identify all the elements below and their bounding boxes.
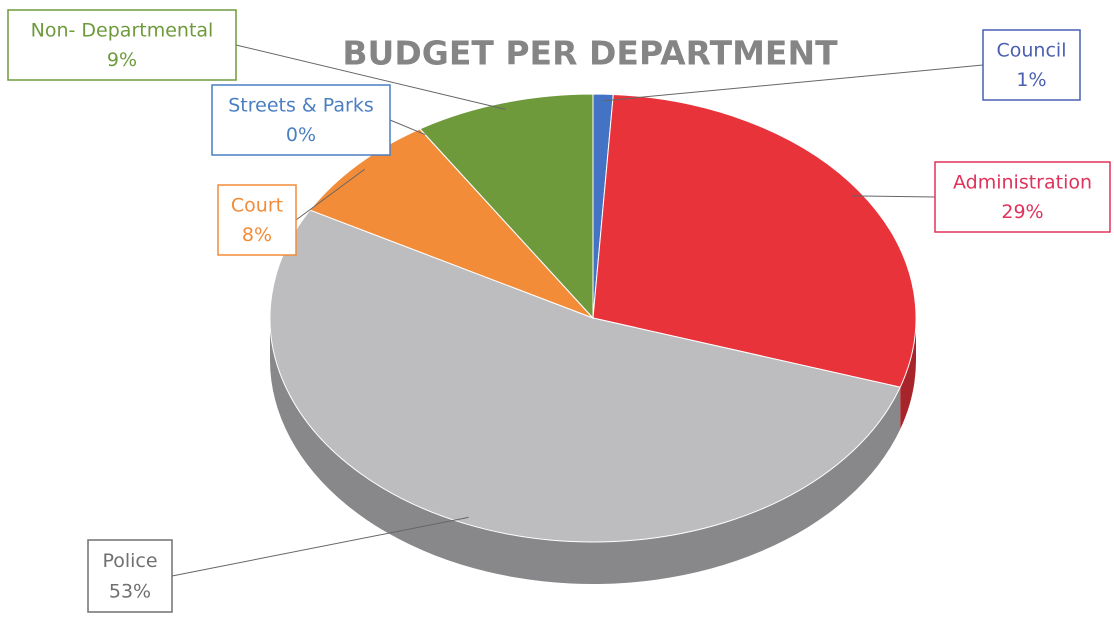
slice [309, 128, 594, 319]
slice-value-label: 1% [1016, 69, 1046, 91]
slice-label: Court [231, 195, 283, 217]
label-box [982, 29, 1081, 101]
label-box [211, 84, 391, 156]
slice [592, 93, 917, 388]
label-box [87, 539, 173, 613]
slice-value-label: 9% [107, 49, 137, 71]
label-box [934, 161, 1111, 233]
slice-value-label: 0% [286, 124, 316, 146]
leader-line [171, 516, 469, 577]
slice-label: Streets & Parks [228, 95, 374, 117]
slice-value-label: 29% [1001, 201, 1043, 223]
leader-line [295, 168, 365, 221]
leader-line [235, 44, 506, 110]
leader-line [389, 119, 426, 136]
label-box [7, 9, 237, 81]
slice-value-label: 53% [109, 580, 151, 602]
slice-value-label: 8% [242, 224, 272, 246]
slice [419, 93, 594, 320]
slice [269, 209, 901, 543]
slice-side [900, 318, 916, 430]
slice-label: Police [102, 550, 157, 572]
leader-line [852, 195, 936, 198]
slice-label: Administration [953, 172, 1092, 194]
slice-label: Non- Departmental [31, 20, 214, 42]
label-box [217, 184, 297, 256]
leader-line [602, 64, 984, 102]
chart-title: BUDGET PER DEPARTMENT [342, 34, 838, 73]
slice-label: Council [997, 40, 1067, 62]
slice-side [270, 318, 901, 585]
